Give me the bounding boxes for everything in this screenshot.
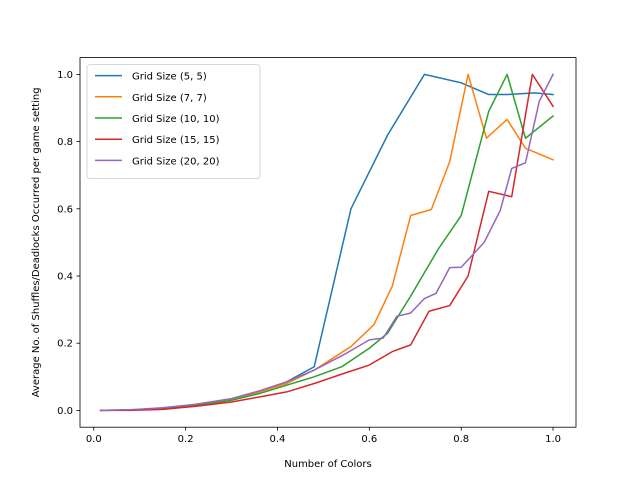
series-line [99,73,555,412]
y-axis-ticks: 0.0 0.2 0.4 0.6 0.8 1.0 [57,70,80,417]
legend-label: Grid Size (15, 15) [132,135,220,146]
x-axis-label: Number of Colors [284,459,372,470]
x-tick-label: 0.2 [178,434,194,445]
x-tick-label: 0.0 [86,434,102,445]
x-tick-label: 0.6 [361,434,377,445]
legend-label: Grid Size (5, 5) [132,72,207,83]
legend: Grid Size (5, 5) Grid Size (7, 7) Grid Siz… [86,64,261,179]
y-tick-label: 0.8 [57,137,73,148]
legend-box [86,64,261,179]
x-axis-ticks: 0.0 0.2 0.4 0.6 0.8 1.0 [86,427,561,445]
x-tick-label: 0.4 [270,434,286,445]
series-layer [99,73,555,412]
legend-label: Grid Size (7, 7) [132,93,207,104]
plot-frame [79,57,577,428]
legend-label: Grid Size (20, 20) [132,156,220,167]
y-tick-label: 0.6 [57,204,73,215]
y-tick-label: 0.2 [57,339,73,350]
legend-label: Grid Size (10, 10) [132,114,220,125]
x-tick-label: 1.0 [545,434,561,445]
y-tick-label: 0.0 [57,406,73,417]
series-line [99,73,555,412]
y-axis-label: Average No. of Shuffles/Deadlocks Occurr… [31,87,42,397]
y-tick-label: 0.4 [57,272,73,283]
y-tick-label: 1.0 [57,70,73,81]
x-tick-label: 0.8 [453,434,469,445]
